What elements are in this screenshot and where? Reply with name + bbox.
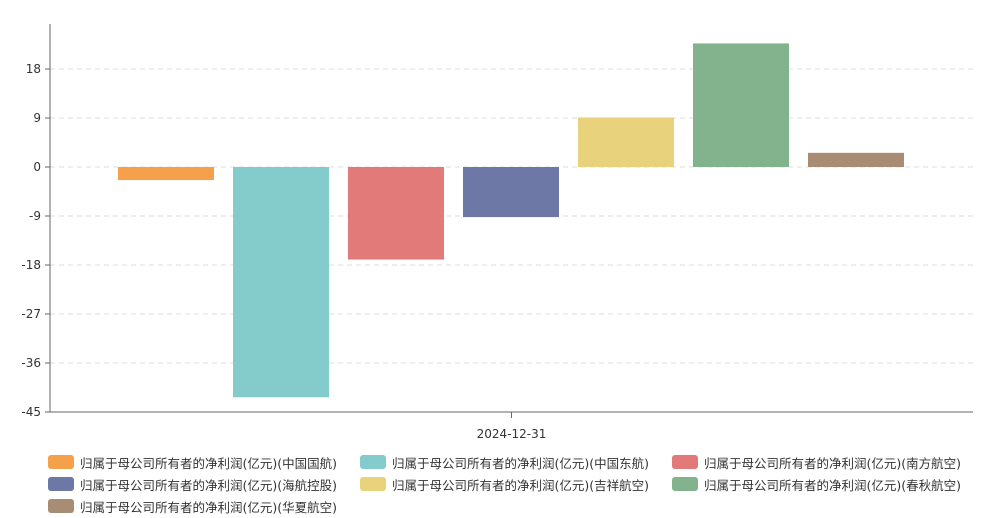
bar [463,167,559,218]
legend-label: 归属于母公司所有者的净利润(亿元)(南方航空) [704,455,962,471]
legend-swatch [48,499,74,513]
bar [348,167,444,260]
legend-item[interactable]: 归属于母公司所有者的净利润(亿元)(中国东航) [360,452,649,472]
legend-item[interactable]: 归属于母公司所有者的净利润(亿元)(吉祥航空) [360,474,649,494]
legend-item[interactable]: 归属于母公司所有者的净利润(亿元)(华夏航空) [48,496,337,516]
legend-swatch [672,477,698,491]
bar-chart: 18 9 0 -9 -18 -27 -36 -45 2024-12-31 [21,24,973,441]
legend-label: 归属于母公司所有者的净利润(亿元)(中国东航) [392,455,650,471]
legend-swatch [360,477,386,491]
bar [118,167,214,181]
legend-label: 归属于母公司所有者的净利润(亿元)(海航控股) [80,477,338,493]
bar [693,43,789,167]
y-tick-label: 18 [26,62,41,76]
legend-item[interactable]: 归属于母公司所有者的净利润(亿元)(中国国航) [48,452,337,472]
y-tick-label: 9 [33,111,41,125]
bar [233,167,329,398]
legend-label: 归属于母公司所有者的净利润(亿元)(吉祥航空) [392,477,650,493]
y-tick-label: 0 [33,160,41,174]
y-tick-label: -27 [21,307,41,321]
legend-item[interactable]: 归属于母公司所有者的净利润(亿元)(海航控股) [48,474,337,494]
y-tick-label: -36 [21,356,41,370]
legend-item[interactable]: 归属于母公司所有者的净利润(亿元)(春秋航空) [672,474,961,494]
legend-swatch [672,455,698,469]
legend-swatch [48,455,74,469]
legend-swatch [360,455,386,469]
y-tick-label: -18 [21,258,41,272]
legend-swatch [48,477,74,491]
bar [578,117,674,167]
y-tick-label: -45 [21,405,41,419]
bar [808,152,904,167]
legend-label: 归属于母公司所有者的净利润(亿元)(春秋航空) [704,477,962,493]
legend-label: 归属于母公司所有者的净利润(亿元)(中国国航) [80,455,338,471]
legend-label: 归属于母公司所有者的净利润(亿元)(华夏航空) [80,499,338,515]
x-tick-label: 2024-12-31 [477,427,547,440]
y-tick-label: -9 [29,209,41,223]
legend-item[interactable]: 归属于母公司所有者的净利润(亿元)(南方航空) [672,452,961,472]
